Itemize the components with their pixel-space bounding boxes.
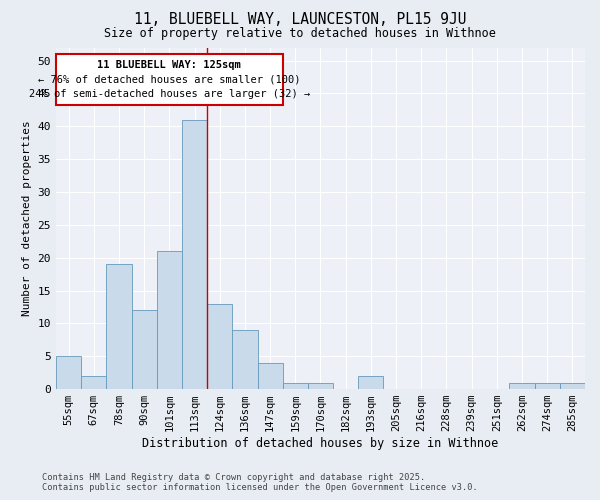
Text: 11 BLUEBELL WAY: 125sqm: 11 BLUEBELL WAY: 125sqm [97, 60, 241, 70]
Text: 24% of semi-detached houses are larger (32) →: 24% of semi-detached houses are larger (… [29, 89, 310, 99]
Bar [207, 304, 232, 389]
Bar [56, 54, 283, 106]
Bar [106, 264, 131, 389]
Text: Contains HM Land Registry data © Crown copyright and database right 2025.
Contai: Contains HM Land Registry data © Crown c… [42, 473, 478, 492]
Text: ← 76% of detached houses are smaller (100): ← 76% of detached houses are smaller (10… [38, 74, 301, 85]
Bar [257, 363, 283, 389]
Bar [283, 382, 308, 389]
Bar [509, 382, 535, 389]
Bar [81, 376, 106, 389]
Bar [308, 382, 333, 389]
Bar [157, 251, 182, 389]
Text: 11, BLUEBELL WAY, LAUNCESTON, PL15 9JU: 11, BLUEBELL WAY, LAUNCESTON, PL15 9JU [134, 12, 466, 28]
Bar [358, 376, 383, 389]
Bar [182, 120, 207, 389]
X-axis label: Distribution of detached houses by size in Withnoe: Distribution of detached houses by size … [142, 437, 499, 450]
Bar [560, 382, 585, 389]
Bar [535, 382, 560, 389]
Bar [232, 330, 257, 389]
Bar [131, 310, 157, 389]
Text: Size of property relative to detached houses in Withnoe: Size of property relative to detached ho… [104, 28, 496, 40]
Bar [56, 356, 81, 389]
Y-axis label: Number of detached properties: Number of detached properties [22, 120, 32, 316]
